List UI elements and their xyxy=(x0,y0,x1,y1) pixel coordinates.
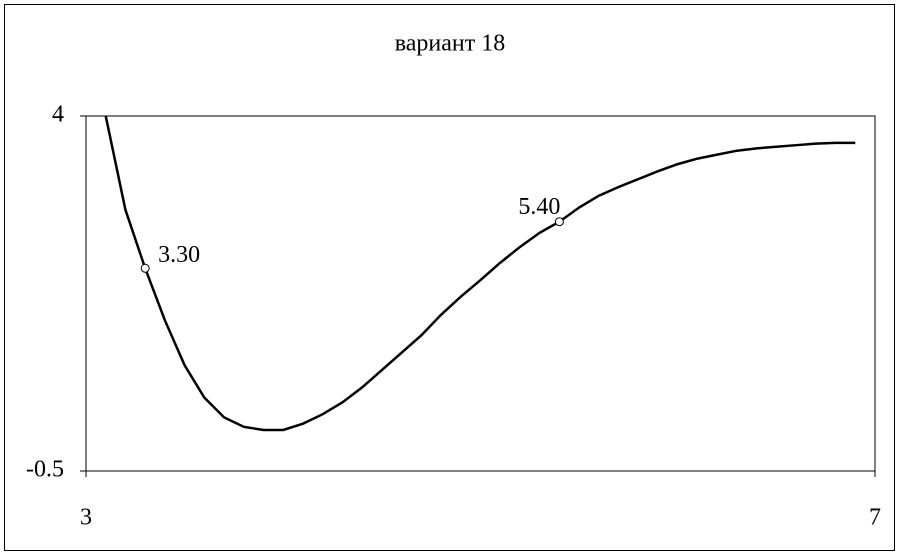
chart-title: вариант 18 xyxy=(395,31,506,57)
marker xyxy=(140,263,150,273)
line xyxy=(104,115,856,432)
plot-area xyxy=(85,115,876,472)
y-tick-label: 4 xyxy=(52,102,64,128)
x-tick-label: 3 xyxy=(80,505,92,531)
marker xyxy=(554,217,564,227)
marker-label: 5.40 xyxy=(518,194,560,220)
y-tick-label: -0.5 xyxy=(26,457,64,483)
marker-label: 3.30 xyxy=(158,242,200,268)
x-tick-label: 7 xyxy=(869,505,881,531)
chart-frame xyxy=(4,4,895,551)
